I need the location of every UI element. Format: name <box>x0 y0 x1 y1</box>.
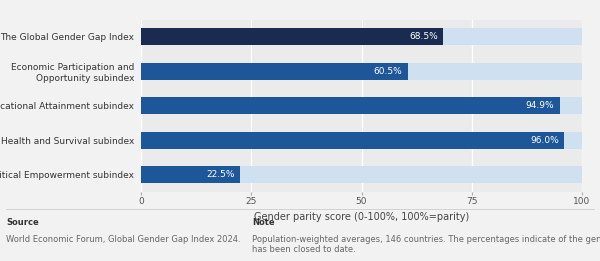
Bar <box>141 132 565 149</box>
Bar <box>141 28 582 45</box>
Text: 94.9%: 94.9% <box>526 101 554 110</box>
X-axis label: Gender parity score (0-100%, 100%=parity): Gender parity score (0-100%, 100%=parity… <box>254 212 469 222</box>
Bar <box>141 97 560 114</box>
Bar <box>141 97 582 114</box>
Text: World Economic Forum, Global Gender Gap Index 2024.: World Economic Forum, Global Gender Gap … <box>6 235 241 244</box>
Text: 22.5%: 22.5% <box>206 170 235 179</box>
Text: Population-weighted averages, 146 countries. The percentages indicate of the gen: Population-weighted averages, 146 countr… <box>252 235 600 254</box>
Bar <box>141 166 240 183</box>
Bar <box>141 132 582 149</box>
Bar <box>141 63 582 80</box>
Bar <box>141 63 408 80</box>
Bar <box>141 166 582 183</box>
Text: Source: Source <box>6 218 39 227</box>
Text: Note: Note <box>252 218 275 227</box>
Bar <box>141 28 443 45</box>
Text: 68.5%: 68.5% <box>409 32 438 41</box>
Text: 60.5%: 60.5% <box>374 67 403 76</box>
Text: 96.0%: 96.0% <box>530 136 559 145</box>
